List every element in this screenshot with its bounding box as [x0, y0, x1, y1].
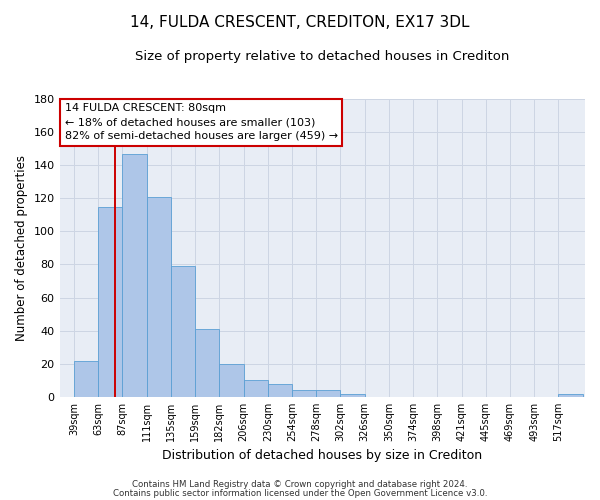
Bar	[195, 329, 220, 397]
Text: 14, FULDA CRESCENT, CREDITON, EX17 3DL: 14, FULDA CRESCENT, CREDITON, EX17 3DL	[130, 15, 470, 30]
Bar	[98, 206, 122, 397]
Bar	[268, 384, 292, 397]
Y-axis label: Number of detached properties: Number of detached properties	[15, 155, 28, 341]
Bar	[316, 390, 340, 397]
Bar	[292, 390, 316, 397]
Bar	[74, 360, 98, 397]
Bar	[171, 266, 195, 397]
Text: Contains HM Land Registry data © Crown copyright and database right 2024.: Contains HM Land Registry data © Crown c…	[132, 480, 468, 489]
Bar	[559, 394, 583, 397]
Bar	[340, 394, 365, 397]
Bar	[244, 380, 268, 397]
Title: Size of property relative to detached houses in Crediton: Size of property relative to detached ho…	[135, 50, 509, 63]
Bar	[220, 364, 244, 397]
X-axis label: Distribution of detached houses by size in Crediton: Distribution of detached houses by size …	[162, 450, 482, 462]
Bar	[122, 154, 147, 397]
Text: 14 FULDA CRESCENT: 80sqm
← 18% of detached houses are smaller (103)
82% of semi-: 14 FULDA CRESCENT: 80sqm ← 18% of detach…	[65, 104, 338, 142]
Text: Contains public sector information licensed under the Open Government Licence v3: Contains public sector information licen…	[113, 489, 487, 498]
Bar	[147, 196, 171, 397]
